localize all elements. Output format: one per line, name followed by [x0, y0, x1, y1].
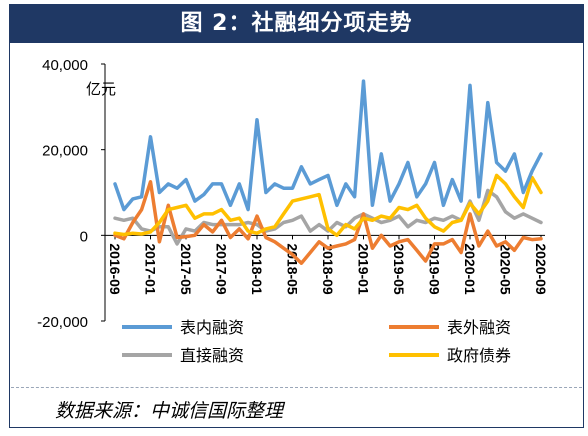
- x-tick-label: 2017-05: [178, 243, 194, 295]
- legend-label: 直接融资: [180, 346, 244, 365]
- y-tick-label: 0: [80, 228, 88, 245]
- source-separator: [11, 387, 582, 388]
- source-note: 数据来源：中诚信国际整理: [55, 400, 284, 422]
- series-line-1: [113, 180, 543, 265]
- x-tick-label: 2018-09: [320, 243, 336, 295]
- x-tick-label: 2020-09: [533, 243, 549, 295]
- series-line-2: [113, 188, 543, 246]
- x-tick-label: 2019-01: [356, 243, 372, 295]
- x-tick-label: 2018-01: [249, 243, 265, 295]
- x-tick-label: 2016-09: [107, 243, 123, 295]
- legend-label: 表外融资: [447, 318, 511, 337]
- series-line-0: [113, 79, 543, 212]
- legend-label: 表内融资: [180, 318, 244, 337]
- y-tick-label: -20,000: [37, 314, 88, 331]
- y-tick-label: 40,000: [42, 57, 88, 74]
- x-tick-label: 2020-01: [462, 243, 478, 295]
- x-tick-label: 2019-09: [427, 243, 443, 295]
- x-tick-label: 2019-05: [391, 243, 407, 295]
- x-tick-label: 2020-05: [498, 243, 514, 295]
- series-line-3: [113, 173, 543, 238]
- y-axis-label: 亿元: [86, 80, 116, 98]
- x-tick-label: 2017-09: [214, 243, 230, 295]
- legend-label: 政府债券: [447, 346, 511, 365]
- y-tick-label: 20,000: [42, 143, 88, 160]
- chart-title: 图 2：社融细分项走势: [10, 5, 583, 43]
- x-tick-label: 2017-01: [143, 243, 159, 295]
